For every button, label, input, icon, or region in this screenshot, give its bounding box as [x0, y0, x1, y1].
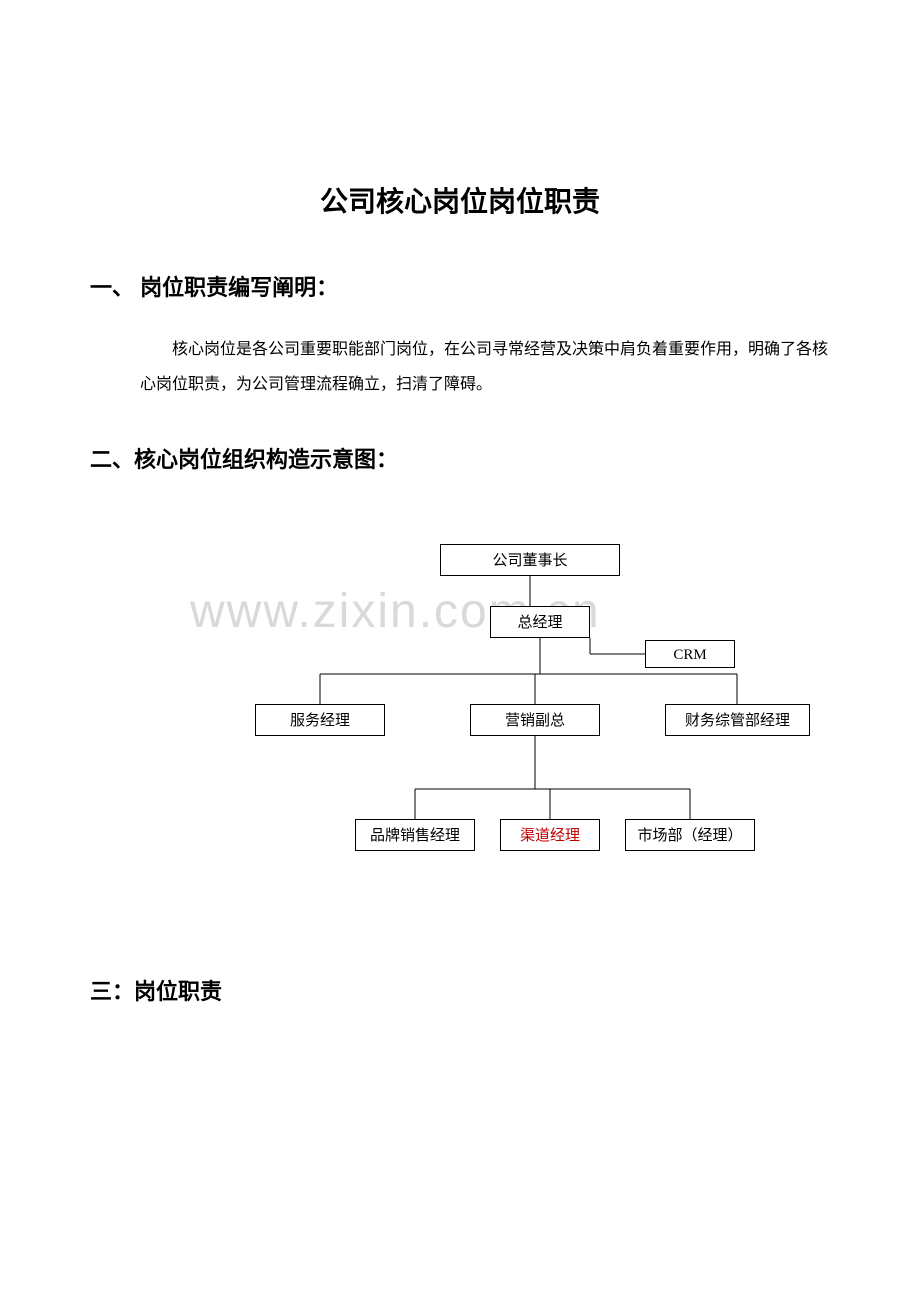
org-node-channel: 渠道经理 — [500, 819, 600, 851]
document-title: 公司核心岗位岗位职责 — [90, 180, 830, 220]
section-2-heading: 二、核心岗位组织构造示意图： — [90, 442, 830, 474]
org-node-chairman: 公司董事长 — [440, 544, 620, 576]
org-node-brand: 品牌销售经理 — [355, 819, 475, 851]
org-node-service: 服务经理 — [255, 704, 385, 736]
section-3-heading: 三：岗位职责 — [90, 974, 830, 1006]
section-1-body: 核心岗位是各公司重要职能部门岗位，在公司寻常经营及决策中肩负着重要作用，明确了各… — [140, 332, 830, 402]
org-chart-container: www.zixin.com.cn 公司董事长总经理CRM服务经理营销副总财务综管… — [110, 544, 810, 894]
section-1-heading: 一、 岗位职责编写阐明： — [90, 270, 830, 302]
org-node-gm: 总经理 — [490, 606, 590, 638]
org-node-crm: CRM — [645, 640, 735, 668]
org-node-market-dept: 市场部（经理） — [625, 819, 755, 851]
org-node-finance: 财务综管部经理 — [665, 704, 810, 736]
org-node-marketing-vp: 营销副总 — [470, 704, 600, 736]
